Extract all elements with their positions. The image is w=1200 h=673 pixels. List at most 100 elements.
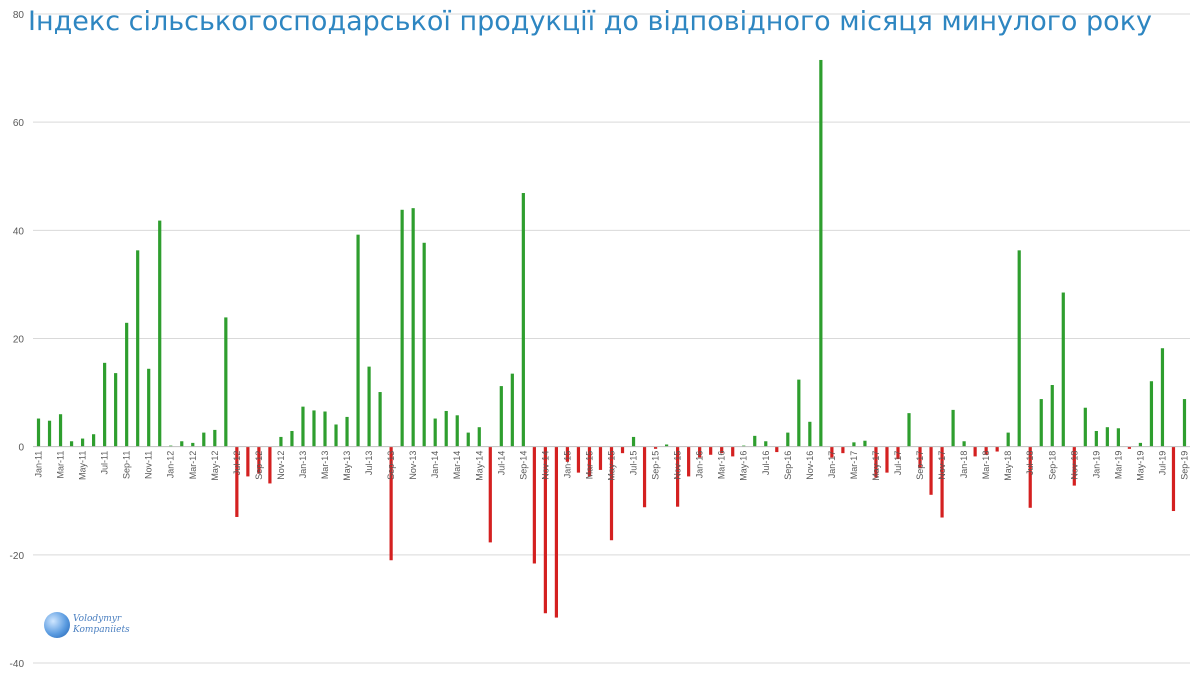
- bar-Jul-15: [631, 436, 636, 447]
- bar-Mar-14: [455, 415, 459, 447]
- x-tick-label: Jul-13: [364, 451, 374, 476]
- bar-Feb-17: [841, 446, 845, 454]
- bar-Nov-11: [147, 368, 151, 447]
- bar-Aug-13: [378, 392, 382, 447]
- bar-Jan-18: [962, 441, 966, 447]
- bar-Oct-13: [400, 209, 404, 447]
- x-tick-label: Nov-15: [673, 451, 683, 480]
- watermark-text: Volodymyr Kompaniiets: [73, 614, 130, 636]
- x-tick-label: Mar-18: [981, 451, 991, 480]
- bar-Apr-13: [334, 424, 338, 447]
- bar-Jun-12: [224, 317, 228, 447]
- bar-May-14: [477, 427, 481, 447]
- globe-icon: [44, 612, 70, 638]
- bar-Apr-16: [731, 446, 735, 457]
- x-tick-label: Jan-19: [1091, 451, 1101, 479]
- x-tick-label: Mar-17: [849, 451, 859, 480]
- bar-Apr-11: [69, 441, 74, 447]
- bar-Dec-13: [422, 242, 426, 447]
- bar-Aug-14: [510, 373, 514, 447]
- bar-Apr-15: [598, 446, 603, 470]
- bar-Sep-16: [786, 432, 790, 447]
- x-tick-label: Nov-13: [408, 451, 418, 480]
- bar-Mar-18: [984, 446, 988, 455]
- bar-Nov-14: [543, 446, 547, 614]
- bar-Apr-14: [466, 432, 470, 447]
- bar-Jun-14: [488, 446, 492, 543]
- bar-Oct-14: [532, 446, 536, 564]
- x-tick-label: Jan-15: [562, 451, 572, 479]
- x-tick-label: Sep-18: [1047, 451, 1057, 480]
- bar-May-15: [609, 446, 614, 541]
- bar-Aug-16: [775, 446, 779, 453]
- bar-Dec-14: [554, 446, 559, 618]
- x-tick-label: Jan-14: [430, 451, 440, 479]
- bar-Nov-13: [411, 208, 415, 447]
- x-tick-label: Nov-12: [276, 451, 286, 480]
- x-tick-label: Nov-18: [1069, 451, 1079, 480]
- x-tick-label: May-18: [1003, 451, 1013, 481]
- x-tick-label: Jul-15: [629, 451, 639, 476]
- bar-Feb-14: [444, 410, 448, 447]
- bar-Oct-12: [268, 446, 272, 484]
- bar-Jul-13: [367, 366, 371, 447]
- x-tick-label: May-16: [739, 451, 749, 481]
- bar-Oct-11: [136, 250, 140, 447]
- bar-Nov-17: [940, 446, 944, 518]
- bar-Jan-13: [301, 406, 305, 447]
- bar-Mar-19: [1116, 428, 1120, 447]
- x-tick-label: Mar-19: [1113, 451, 1123, 480]
- bar-Nov-16: [808, 421, 812, 447]
- bar-Oct-18: [1061, 292, 1065, 447]
- bar-Dec-16: [819, 59, 823, 447]
- bar-Aug-12: [246, 446, 250, 477]
- x-tick-label: Jul-19: [1157, 451, 1167, 476]
- bar-Oct-17: [929, 446, 933, 495]
- x-tick-label: Jul-11: [100, 451, 110, 475]
- bar-Jul-16: [764, 441, 768, 447]
- x-tick-label: Sep-12: [254, 451, 264, 480]
- bar-Jun-13: [356, 234, 360, 447]
- bar-Aug-11: [114, 373, 118, 447]
- bar-Jul-18: [1028, 446, 1032, 508]
- bar-Apr-18: [995, 446, 999, 452]
- bar-Jan-11: [36, 418, 41, 447]
- bar-Jun-16: [753, 435, 757, 447]
- y-tick-label: -40: [10, 659, 25, 670]
- bar-Feb-13: [312, 410, 316, 447]
- bar-Feb-19: [1105, 427, 1109, 447]
- bar-May-12: [213, 429, 217, 447]
- bar-Jan-14: [433, 418, 437, 447]
- bar-Nov-12: [279, 436, 283, 447]
- x-tick-label: Jan-16: [695, 451, 705, 479]
- x-tick-label: Nov-14: [540, 451, 550, 480]
- chart-title: Індекс сільськогосподарської продукції д…: [28, 6, 1152, 37]
- bar-Oct-15: [664, 444, 669, 447]
- bar-Apr-12: [202, 432, 206, 447]
- bar-Mar-15: [587, 446, 592, 477]
- x-tick-label: May-11: [78, 451, 88, 480]
- y-axis-ticks: -40 -20 0 20 40 60 80: [10, 10, 25, 670]
- bar-May-13: [345, 416, 349, 447]
- x-tick-label: May-13: [342, 451, 352, 481]
- x-tick-label: Mar-16: [717, 451, 727, 480]
- bar-Aug-17: [907, 413, 911, 447]
- bar-Jun-18: [1017, 250, 1021, 447]
- bar-Jan-19: [1094, 430, 1098, 447]
- gridlines: [33, 13, 1190, 664]
- x-tick-label: Jul-14: [496, 451, 506, 476]
- bar-Jul-12: [235, 446, 239, 517]
- y-tick-label: -20: [10, 551, 25, 562]
- bar-Sep-18: [1050, 385, 1054, 447]
- x-axis-ticks: Jan-11 Mar-11 May-11 Jul-11 Sep-11 Nov-11 Jan-…: [34, 451, 1190, 481]
- bar-Jul-19: [1160, 348, 1165, 447]
- x-tick-label: May-12: [210, 451, 220, 481]
- x-tick-label: Jul-18: [1025, 451, 1035, 476]
- author-watermark: Volodymyr Kompaniiets: [44, 612, 130, 638]
- x-tick-label: Jul-16: [761, 451, 771, 476]
- y-tick-label: 0: [18, 443, 24, 454]
- watermark-line1: Volodymyr: [73, 614, 122, 624]
- bar-Dec-17: [951, 409, 955, 447]
- bar-Sep-15: [653, 446, 658, 449]
- x-tick-label: Jul-12: [232, 451, 242, 476]
